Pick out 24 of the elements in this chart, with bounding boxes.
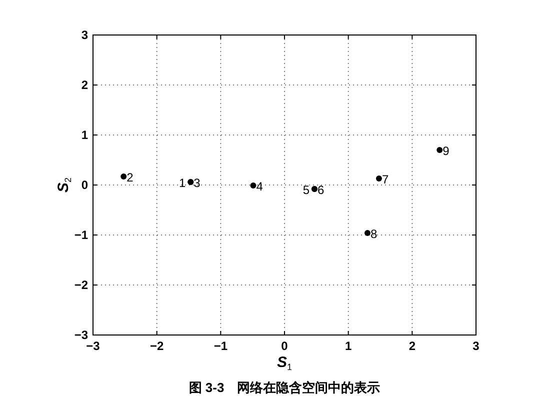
annotation: 1: [178, 176, 186, 190]
annotation: 2: [126, 170, 134, 184]
x-tick-label: 0: [281, 339, 288, 353]
x-tick-label: 1: [344, 339, 352, 353]
x-tick-label: 2: [408, 339, 416, 353]
y-tick-label: 3: [81, 28, 88, 42]
annotation: 7: [382, 172, 389, 186]
caption: 图 3-3 网络在隐含空间中的表示: [188, 380, 380, 395]
x-tick-label: −1: [214, 339, 228, 353]
annotation: 5: [302, 183, 310, 197]
annotation: 4: [256, 180, 264, 194]
y-tick-label: −2: [74, 278, 88, 292]
y-tick-label: 1: [81, 128, 88, 142]
annotation: 9: [442, 144, 450, 158]
y-tick-label: 0: [81, 178, 88, 192]
x-tick-label: 3: [472, 339, 480, 353]
annotation: 8: [370, 227, 378, 241]
y-tick-label: −3: [74, 328, 88, 342]
y-tick-label: 2: [81, 78, 88, 92]
annotation: 3: [194, 176, 201, 190]
x-axis-title: S$_{1}$: [276, 354, 292, 372]
x-tick-label: −2: [150, 339, 164, 353]
y-tick-label: −1: [74, 228, 88, 242]
annotation: 6: [318, 183, 324, 197]
